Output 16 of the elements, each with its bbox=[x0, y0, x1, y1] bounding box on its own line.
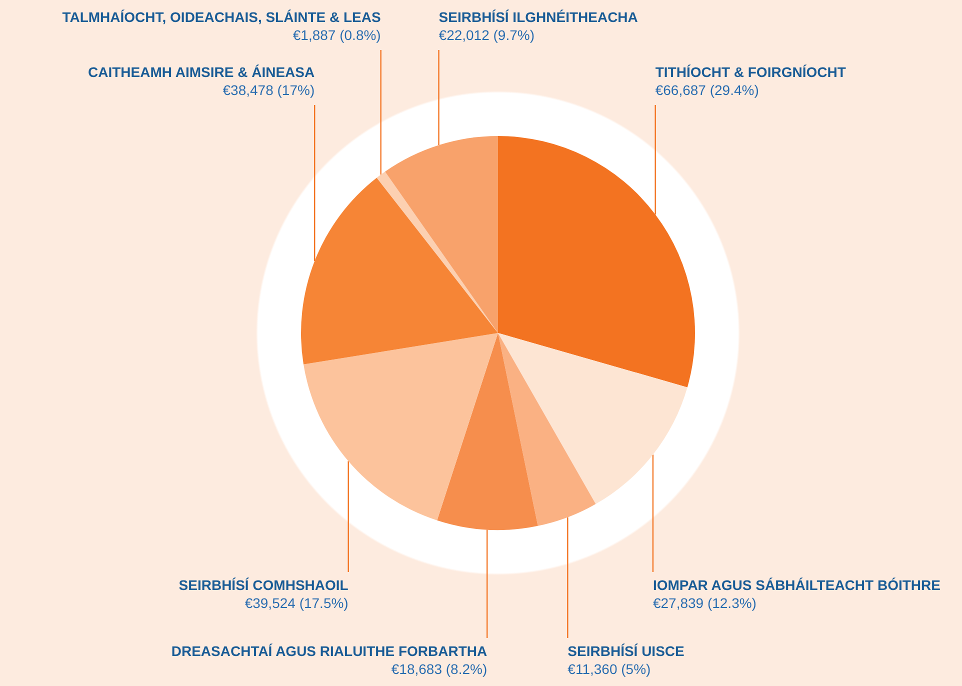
slice-label: IOMPAR AGUS SÁBHÁILTEACHT BÓITHRE bbox=[652, 577, 940, 593]
data-label: €66,687 (29.4%) bbox=[655, 82, 759, 98]
data-label: €18,683 (8.2%) bbox=[391, 661, 488, 677]
slice-label: SEIRBHÍSÍ COMHSHAOIL bbox=[178, 577, 349, 593]
data-label: €38,478 (17%) bbox=[222, 82, 315, 98]
data-label: €27,839 (12.3%) bbox=[652, 595, 756, 611]
slice-label: CAITHEAMH AIMSIRE & ÁINEASA bbox=[88, 64, 315, 80]
data-label: €11,360 (5%) bbox=[568, 661, 651, 677]
slice-label: TITHÍOCHT & FOIRGNÍOCHT bbox=[655, 64, 846, 80]
slice-label: SEIRBHÍSÍ ILGHNÉITHEACHA bbox=[438, 9, 638, 25]
data-label: €39,524 (17.5%) bbox=[244, 595, 348, 611]
slice-label: TALMHAÍOCHT, OIDEACHAIS, SLÁINTE & LEAS bbox=[62, 9, 381, 25]
data-label: €22,012 (9.7%) bbox=[438, 27, 535, 43]
data-label: €1,887 (0.8%) bbox=[292, 27, 381, 43]
slice-label: DREASACHTAÍ AGUS RIALUITHE FORBARTHA bbox=[171, 643, 488, 659]
slice-label: SEIRBHÍSÍ UISCE bbox=[568, 643, 684, 659]
